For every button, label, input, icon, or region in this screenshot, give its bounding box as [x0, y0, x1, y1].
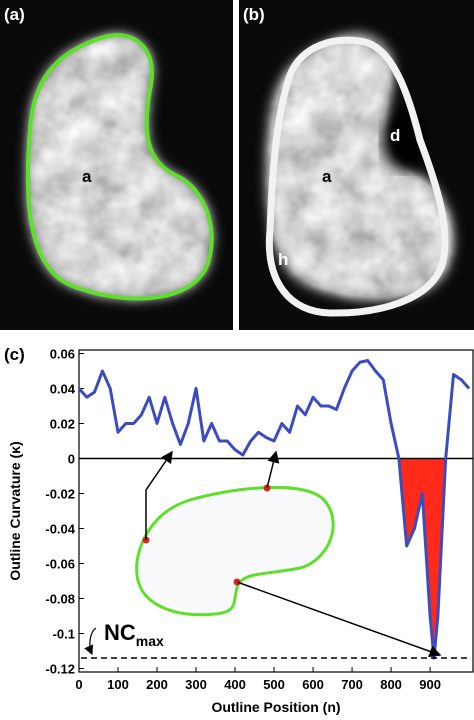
panel-label: (b) [243, 5, 265, 24]
negative-area [79, 458, 470, 658]
y-tick-label: -0.08 [45, 592, 75, 607]
x-tick-label: 400 [224, 677, 246, 692]
plot-frame [78, 349, 474, 673]
cell [267, 35, 452, 299]
inset [84, 450, 442, 658]
plot: -0.12 -0.1 -0.08 -0.06 -0.04 -0.02 0 0.02 0.04 0.… [45, 347, 474, 692]
x-axis-label: Outline Position (n) [211, 699, 340, 715]
nc-max-label: NCmax [104, 620, 164, 649]
x-tick-label: 600 [302, 677, 324, 692]
y-tick-label: 0.04 [50, 382, 76, 397]
arrow [236, 581, 442, 658]
y-tick-label: -0.06 [45, 557, 75, 572]
x-tick-label: 500 [263, 677, 285, 692]
y-axis-label: Outline Curvature (κ) [7, 441, 23, 580]
region-label: h [278, 250, 288, 269]
region-label: a [82, 167, 92, 186]
y-tick-label: 0.02 [50, 417, 75, 432]
y-tick-label: -0.12 [45, 662, 75, 677]
x-tick-label: 0 [75, 677, 82, 692]
x-tick-label: 200 [146, 677, 168, 692]
y-tick-label: 0.06 [50, 347, 75, 362]
y-tick-label: -0.1 [53, 627, 75, 642]
y-tick-label: 0 [68, 452, 75, 467]
nc-label: NC [104, 620, 136, 645]
arrow [266, 450, 280, 489]
x-tick-label: 300 [185, 677, 207, 692]
arrow [145, 450, 173, 540]
region-label: d [390, 126, 400, 145]
panel-label: (a) [4, 5, 25, 24]
x-tick-label: 900 [419, 677, 441, 692]
x-tick-label: 700 [341, 677, 363, 692]
x-tick-label: 800 [380, 677, 402, 692]
curvature-line [77, 359, 471, 660]
arrow [84, 627, 97, 656]
y-tick-label: -0.02 [45, 487, 75, 502]
cell [27, 35, 212, 299]
region-label: a [322, 167, 332, 186]
outline [265, 36, 449, 317]
outline [25, 33, 214, 301]
x-tick-label: 100 [107, 677, 129, 692]
y-tick-label: -0.04 [45, 522, 75, 537]
panel-label: (c) [4, 345, 25, 364]
inset-outline [135, 485, 335, 617]
nc-subscript: max [136, 633, 164, 649]
